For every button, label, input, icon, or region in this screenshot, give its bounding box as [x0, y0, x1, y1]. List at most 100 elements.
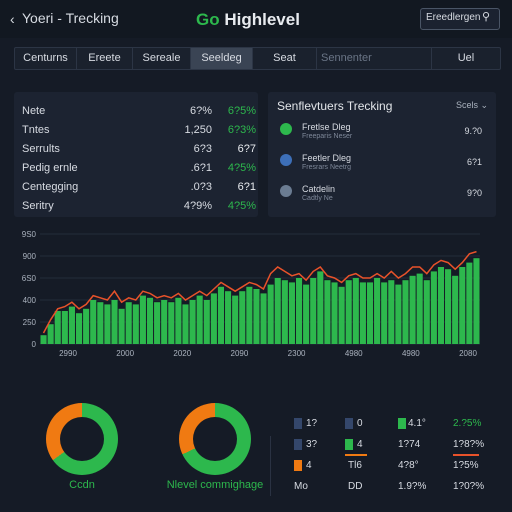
x-tick-label: 2020 — [173, 349, 191, 358]
x-tick-label: 2990 — [59, 349, 77, 358]
metric-percent: 6?1 — [237, 181, 256, 193]
tracking-title: Senflevtuers Trecking — [277, 99, 393, 113]
metric-row: Seritry 4?9% 4?5% — [22, 200, 256, 218]
metric-percent: 6?5% — [227, 105, 256, 117]
stat-value: 4?8° — [398, 460, 419, 471]
y-tick-label: 0 — [32, 340, 37, 349]
x-tick-label: 2300 — [288, 349, 306, 358]
chart-bar — [54, 311, 61, 344]
chart-bar — [168, 302, 175, 344]
donut-chart — [179, 403, 251, 475]
metric-label: Centegging — [22, 181, 79, 193]
chart-bar — [118, 308, 125, 344]
metric-label: Seritry — [22, 200, 54, 212]
chart-bar — [345, 280, 352, 344]
chart-bar — [154, 302, 161, 344]
tracking-value: 9?0 — [466, 188, 482, 198]
chart-bar — [225, 291, 232, 344]
chart-bar — [409, 275, 416, 344]
metric-value: 4?9% — [183, 200, 212, 212]
x-tick-label: 2090 — [231, 349, 249, 358]
stat-swatch — [294, 439, 302, 450]
stat-swatch — [345, 439, 353, 450]
series-line — [42, 250, 477, 334]
tracking-name: Feetler Dleg — [302, 153, 352, 163]
stat-value: 0 — [357, 418, 363, 429]
tab-uel[interactable]: Uel — [457, 52, 475, 64]
stat-value: 1?74 — [398, 439, 421, 450]
x-tick-label: 4980 — [402, 349, 420, 358]
chart-bar — [295, 278, 303, 344]
brand-logo: Go Highlevel — [196, 10, 300, 29]
chart-bar — [437, 267, 445, 344]
chart-bar — [445, 269, 452, 344]
account-button-label: Ereedlergen — [426, 12, 481, 23]
chart-bar — [132, 304, 139, 344]
tab-sereale[interactable]: Sereale — [133, 48, 191, 69]
tab-seeldeg[interactable]: Seeldeg — [191, 48, 253, 69]
metric-value: .6?1 — [190, 162, 212, 174]
tracking-avatar — [280, 185, 292, 197]
chart-bar — [217, 286, 225, 344]
metric-value: .0?3 — [190, 181, 212, 193]
chart-bar — [274, 278, 281, 344]
metric-label: Tntes — [22, 124, 50, 136]
user-icon[interactable]: ⚲ — [482, 11, 491, 23]
chart-bar — [239, 291, 246, 344]
stat-value: 4 — [357, 439, 363, 450]
tab-seat[interactable]: Seat — [253, 48, 317, 69]
tracking-value: 6?1 — [466, 157, 482, 167]
donut-label: Nlevel commighage — [166, 479, 264, 491]
stat-value: 1?8?% — [453, 439, 485, 450]
chart-bar — [196, 295, 203, 344]
chart-bar — [189, 300, 196, 344]
chart-bar — [466, 262, 473, 344]
chart-bar — [175, 297, 182, 344]
stat-value: DD — [348, 481, 363, 492]
tracking-panel — [268, 92, 496, 217]
chevron-left-icon[interactable]: ‹ — [10, 11, 15, 27]
y-tick-label: 6S0 — [22, 274, 37, 283]
chart-bar — [331, 282, 338, 344]
stat-value: 2.?5% — [453, 418, 482, 429]
metric-percent: 6?3% — [227, 124, 256, 136]
chart-bar — [281, 280, 288, 344]
metric-row: Serrults 6?3 6?7 — [22, 143, 256, 161]
tab-centurns[interactable]: Centurns — [15, 48, 77, 69]
chart-bar — [161, 300, 168, 344]
chart-bar — [104, 304, 111, 344]
tab-sennenter[interactable]: Sennenter — [317, 48, 432, 69]
chart-bar — [182, 304, 189, 344]
y-tick-label: 400 — [23, 296, 37, 305]
chart-bar — [232, 295, 239, 344]
metrics-panel: Nete 6?% 6?5% Tntes 1,250 6?3% Serrults … — [14, 92, 258, 217]
donut-chart — [46, 403, 118, 475]
chart-bar — [459, 267, 466, 344]
chart-bar — [146, 297, 154, 344]
donut-label: Ccdn — [69, 479, 95, 491]
metric-row: Tntes 1,250 6?3% — [22, 124, 256, 142]
chart-bar — [317, 271, 324, 344]
tracking-dropdown[interactable]: Scels ⌄ — [456, 100, 489, 110]
x-tick-label: 2000 — [116, 349, 134, 358]
chart-bar — [90, 300, 97, 344]
stat-swatch — [294, 460, 302, 471]
stat-bar — [345, 454, 367, 456]
chart-bar — [125, 302, 132, 344]
chart-bar — [253, 289, 260, 344]
y-tick-label: 250 — [23, 318, 37, 327]
chart-bar — [246, 286, 253, 344]
tracking-name: Fretlse Dleg — [302, 122, 351, 132]
account-button[interactable] — [420, 8, 500, 30]
page-title: Yoeri - Trecking — [22, 10, 119, 26]
stat-value: Mo — [294, 481, 308, 492]
chart-bar — [338, 286, 345, 344]
chart-bar — [139, 295, 146, 344]
chart-bar — [68, 306, 75, 344]
stat-swatch — [345, 418, 353, 429]
tab-ereete[interactable]: Ereete — [77, 48, 133, 69]
stat-value: Tl6 — [348, 460, 362, 471]
chart-bar — [47, 324, 54, 344]
area-chart: 9S0 900 6S0 400 250 0 2990 2000 2020 2090 2300 498… — [22, 230, 480, 358]
metric-value: 6?% — [189, 105, 212, 117]
